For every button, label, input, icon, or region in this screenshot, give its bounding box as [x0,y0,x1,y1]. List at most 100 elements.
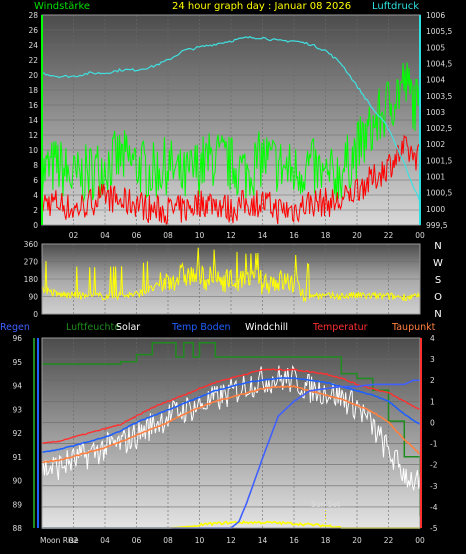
pressure-tick-label: 1005,5 [426,27,452,36]
direction-tick-label: 360 [24,240,39,249]
wind-gust-line [41,134,421,225]
direction-tick-label: 90 [28,293,38,302]
humidity-tick-label: 88 [12,524,22,533]
pressure-tick-label: 1006 [426,11,445,20]
temperature-tick-label: 0 [430,418,435,427]
time-tick-label: 10 [195,231,205,240]
pressure-tick-label: 1000 [426,205,445,214]
wind-speed-line [41,62,421,203]
legend-item: Taupunkt [391,322,436,333]
temperature-tick-label: -3 [430,482,438,491]
time-tick-label: 22 [384,536,394,545]
time-tick-label: 08 [163,536,173,545]
time-tick-label: 12 [226,536,236,545]
climate-series [41,342,421,529]
wind-direction-line [41,247,421,303]
time-tick-label: 16 [289,231,299,240]
wind-tick-label: 6 [33,176,38,185]
pressure-tick-label: 999,5 [426,221,448,230]
temperature-tick-label: 3 [430,355,435,364]
wind-tick-label: 14 [28,116,38,125]
wind-pressure-series [41,35,421,225]
humidity-tick-label: 89 [12,500,22,509]
time-tick-label: 08 [163,231,173,240]
compass-letter: W [433,258,443,269]
wind-tick-label: 28 [28,11,38,20]
time-tick-label: 00 [415,231,425,240]
humidity-tick-label: 96 [12,334,22,343]
right-axis-title: Luftdruck [372,1,419,12]
temperature-tick-label: -2 [430,461,438,470]
legend-item: Luftfeuchte [66,322,120,333]
pressure-tick-label: 1004,5 [426,59,452,68]
wind-pressure-ticks: 0246810121416182022242628999,510001000,5… [28,11,452,240]
wind-tick-label: 22 [28,56,38,65]
time-tick-label: 12 [226,231,236,240]
time-tick-label: 06 [132,231,142,240]
temperature-tick-label: 4 [430,334,435,343]
wind-tick-label: 20 [28,71,38,80]
humidity-tick-label: 93 [12,405,22,414]
pressure-tick-label: 1001,5 [426,156,452,165]
wind-tick-label: 26 [28,26,38,35]
dewpoint-line [41,384,421,464]
temperature-line [41,368,421,444]
chart-title: 24 hour graph day : Januar 08 2026 [172,1,351,12]
humidity-line [42,342,421,517]
time-tick-label: 14 [258,231,268,240]
direction-tick-label: 0 [33,310,38,319]
time-tick-label: 06 [132,536,142,545]
wind-tick-label: 2 [33,206,38,215]
wind-tick-label: 16 [28,101,38,110]
time-tick-label: 02 [69,536,79,545]
temperature-tick-label: -5 [430,524,438,533]
time-tick-label: 18 [321,536,331,545]
legend-item: Temp Boden [171,322,231,333]
ground-temperature-line [41,376,421,454]
climate-plot-area [42,338,420,528]
pressure-tick-label: 1001 [426,173,445,182]
pressure-tick-label: 1004 [426,76,445,85]
temperature-tick-label: 2 [430,376,435,385]
time-tick-label: 10 [195,536,205,545]
pressure-tick-label: 1002,5 [426,124,452,133]
time-tick-label: 16 [289,536,299,545]
compass-letter: S [435,275,441,286]
pressure-tick-label: 1003,5 [426,92,452,101]
pressure-line [41,35,421,203]
pressure-tick-label: 1005 [426,43,445,52]
time-tick-label: 02 [69,231,79,240]
time-tick-label: 22 [384,231,394,240]
moon-rise-annotation: Moon Rise [40,536,79,545]
compass-letter: N [434,309,441,320]
legend-item: Temperatur [312,322,368,333]
humidity-tick-label: 92 [12,429,22,438]
legend-item: Solar [116,322,140,333]
time-tick-label: 18 [321,231,331,240]
temperature-tick-label: -1 [430,440,438,449]
time-tick-label: 20 [352,231,362,240]
wind-tick-label: 12 [28,131,38,140]
time-tick-label: 14 [258,536,268,545]
wind-tick-label: 10 [28,146,38,155]
time-tick-label: 20 [352,536,362,545]
direction-series [41,247,421,303]
direction-tick-label: 270 [24,258,39,267]
temperature-tick-label: 1 [430,397,435,406]
wind-tick-label: 18 [28,86,38,95]
time-tick-label: 04 [100,231,110,240]
pressure-tick-label: 1000,5 [426,189,452,198]
wind-tick-label: 0 [33,221,38,230]
sun-set-annotation: Sun Set [311,500,340,509]
humidity-tick-label: 91 [12,453,22,462]
wind-tick-label: 8 [33,161,38,170]
direction-frame [41,243,421,315]
pressure-tick-label: 1002 [426,140,445,149]
pressure-tick-label: 1003 [426,108,445,117]
legend-item: Regen [0,322,30,333]
humidity-tick-label: 90 [12,477,22,486]
compass-letter: O [434,292,442,303]
